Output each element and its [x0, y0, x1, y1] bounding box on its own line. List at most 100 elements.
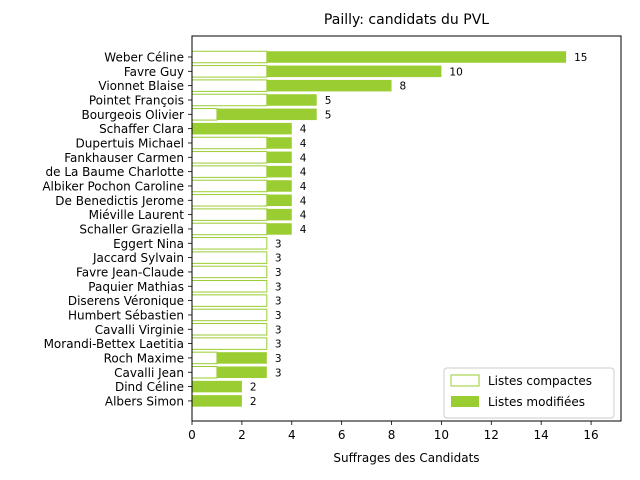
value-label: 5 — [325, 95, 332, 107]
y-tick-label: Cavalli Jean — [114, 366, 184, 380]
value-label: 3 — [275, 238, 282, 250]
x-tick-label: 12 — [484, 428, 499, 442]
y-tick-label: Albiker Pochon Caroline — [42, 179, 184, 193]
value-label: 4 — [300, 138, 307, 150]
y-tick-label: Cavalli Virginie — [95, 323, 184, 337]
x-tick-label: 8 — [388, 428, 396, 442]
bar-compactes — [191, 194, 268, 207]
bar-compactes — [191, 179, 268, 193]
value-label: 5 — [325, 109, 332, 121]
bar-modifiees — [266, 208, 292, 221]
y-tick-label: Morandi-Bettex Laetitia — [44, 337, 184, 351]
bar-modifiees — [266, 223, 292, 235]
y-tick-label: Schaffer Clara — [99, 122, 184, 136]
x-axis: 0 2 4 6 8 10 12 14 16 — [188, 421, 599, 442]
legend-swatch-modifiees — [451, 396, 479, 407]
bar-modifiees — [266, 137, 292, 149]
bar-compactes — [191, 79, 268, 92]
chart-title: Pailly: candidats du PVL — [324, 12, 489, 28]
y-tick-label: Albers Simon — [105, 394, 184, 408]
value-labels-group: 15 10 8 5 5 4 4 4 4 4 4 4 4 3 3 3 3 3 3 3 3 3 3 2 2 — [250, 52, 588, 408]
value-label: 3 — [275, 281, 282, 293]
value-label: 3 — [275, 324, 282, 336]
y-tick-label: Dupertuis Michael — [76, 136, 184, 150]
x-tick-label: 0 — [188, 428, 196, 442]
bar-modifiees — [266, 65, 442, 78]
y-tick-label: De Benedictis Jerome — [55, 194, 184, 208]
x-tick-label: 6 — [338, 428, 346, 442]
bar-compactes — [191, 165, 268, 178]
value-label: 4 — [300, 124, 307, 136]
y-tick-label: Schaller Graziella — [79, 222, 184, 236]
value-label: 4 — [300, 195, 307, 207]
bar-modifiees — [266, 94, 317, 106]
bar-compactes — [191, 108, 218, 121]
bar-compactes — [191, 280, 268, 293]
bar-modifiees — [192, 380, 242, 393]
bar-modifiees — [266, 79, 392, 92]
bar-modifiees — [266, 151, 292, 164]
bar-compactes — [191, 151, 268, 164]
value-label: 3 — [275, 367, 282, 379]
y-tick-label: Diserens Véronique — [68, 294, 184, 308]
value-label: 15 — [574, 52, 587, 64]
x-tick-label: 10 — [434, 428, 449, 442]
legend-label-compactes: Listes compactes — [488, 374, 592, 388]
y-tick-label: Eggert Nina — [113, 237, 184, 251]
value-label: 2 — [250, 382, 257, 394]
value-label: 8 — [400, 81, 407, 93]
y-tick-label: Fankhauser Carmen — [64, 151, 184, 165]
bar-modifiees — [216, 352, 267, 364]
bar-compactes — [191, 337, 268, 350]
bar-compactes — [191, 65, 268, 78]
y-tick-label: Weber Céline — [104, 51, 184, 65]
x-axis-label: Suffrages des Candidats — [333, 451, 479, 465]
y-tick-label: Favre Guy — [124, 65, 184, 79]
bar-compactes — [191, 208, 268, 221]
y-tick-label: Pointet François — [89, 93, 184, 107]
y-tick-label: Roch Maxime — [104, 351, 184, 365]
value-label: 4 — [300, 152, 307, 164]
legend-swatch-compactes — [450, 374, 480, 387]
bar-compactes — [191, 237, 268, 250]
bar-compactes — [191, 323, 268, 336]
value-label: 2 — [250, 396, 257, 408]
x-tick-label: 16 — [583, 428, 598, 442]
bar-compactes — [191, 294, 268, 307]
bar-modifiees — [266, 194, 292, 207]
value-label: 4 — [300, 224, 307, 236]
bar-modifiees — [216, 108, 317, 121]
bar-modifiees — [192, 122, 292, 135]
y-tick-label: Bourgeois Olivier — [81, 108, 184, 122]
x-tick-label: 2 — [238, 428, 246, 442]
bar-compactes — [191, 351, 218, 365]
bar-compactes — [191, 265, 268, 279]
x-tick-label: 14 — [534, 428, 549, 442]
y-tick-label: Paquier Mathias — [88, 280, 184, 294]
value-label: 10 — [449, 66, 462, 78]
value-label: 4 — [300, 181, 307, 193]
plot-frame — [191, 35, 622, 422]
y-tick-label: Dind Céline — [115, 380, 184, 394]
y-tick-label: de La Baume Charlotte — [46, 165, 185, 179]
y-tick-label: Favre Jean-Claude — [76, 265, 184, 279]
bars-group — [191, 50, 567, 407]
bar-compactes — [191, 222, 268, 236]
bar-compactes — [191, 308, 268, 322]
y-tick-label: Humbert Sébastien — [68, 308, 184, 322]
y-tick-label: Vionnet Blaise — [98, 79, 184, 93]
bar-modifiees — [192, 395, 242, 407]
x-tick-label: 4 — [288, 428, 296, 442]
value-label: 3 — [275, 253, 282, 265]
bar-compactes — [191, 93, 268, 107]
value-label: 3 — [275, 353, 282, 365]
bar-modifiees — [266, 165, 292, 178]
bar-compactes — [191, 136, 268, 150]
value-label: 3 — [275, 267, 282, 279]
bar-compactes — [191, 50, 268, 64]
y-tick-label: Miéville Laurent — [89, 208, 185, 222]
bar-compactes — [191, 366, 218, 379]
value-label: 4 — [300, 167, 307, 179]
